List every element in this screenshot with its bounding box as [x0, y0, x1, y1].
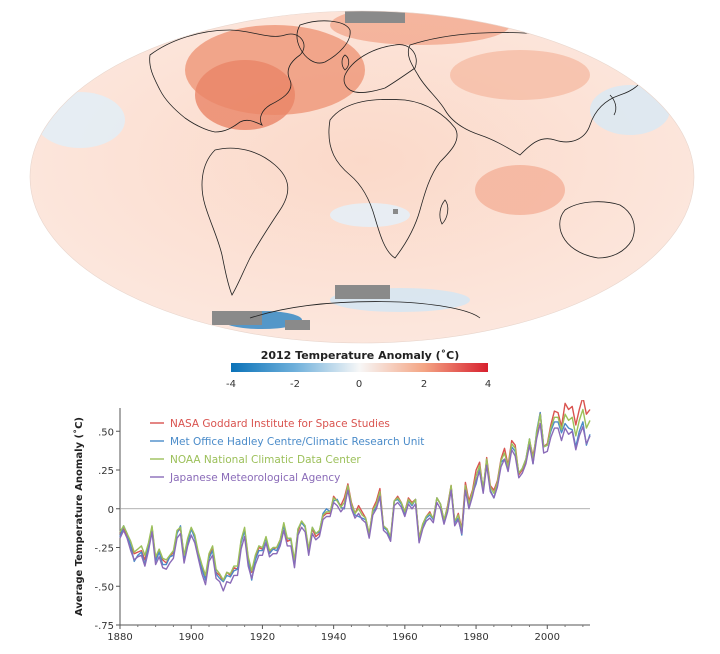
y-tick-label: .25 — [98, 466, 114, 477]
globe-outline — [29, 10, 695, 344]
x-tick-label: 2000 — [535, 632, 560, 643]
colorbar-gradient — [231, 363, 488, 372]
colorbar: 2012 Temperature Anomaly (˚C) -4 -2 0 2 … — [226, 349, 491, 390]
legend-label: Met Office Hadley Centre/Climatic Resear… — [170, 436, 424, 448]
legend-label: NASA Goddard Institute for Space Studies — [170, 418, 390, 430]
madagascar-outline — [439, 199, 449, 225]
nodata-antarctic-3 — [285, 320, 310, 330]
anomaly-cool-pacific — [590, 85, 670, 135]
anomaly-cool-south-atlantic — [330, 203, 410, 227]
colorbar-tick-label: -4 — [226, 379, 236, 390]
africa-outline — [328, 98, 458, 259]
legend-label: Japanese Meteorological Agency — [169, 472, 340, 484]
y-tick-label: -.25 — [94, 544, 114, 555]
nodata-north-pole — [345, 11, 405, 23]
series-line — [119, 422, 591, 592]
series-line — [119, 408, 591, 581]
x-tick-label: 1880 — [107, 632, 132, 643]
temperature-anomaly-map: 2012 Temperature Anomaly (˚C) -4 -2 0 2 … — [29, 10, 695, 390]
colorbar-tick-label: 2 — [421, 379, 427, 390]
europe-outline — [343, 44, 417, 94]
x-tick-label: 1940 — [321, 632, 346, 643]
anomaly-cool-east-pacific — [35, 92, 125, 148]
y-tick-label: 0 — [108, 505, 114, 516]
nodata-antarctic-2 — [212, 311, 262, 325]
nodata-antarctic-1 — [335, 285, 390, 299]
coastlines — [149, 20, 663, 319]
legend-label: NOAA National Climatic Data Center — [170, 454, 361, 466]
anomaly-warm-indian-ocean — [475, 165, 565, 215]
north-america-outline — [149, 29, 305, 133]
anomaly-warm-north-america — [195, 60, 295, 130]
y-tick-label: -.50 — [94, 582, 114, 593]
x-tick-label: 1960 — [392, 632, 417, 643]
colorbar-tick-label: -2 — [290, 379, 300, 390]
world-map: 2012 Temperature Anomaly (˚C) -4 -2 0 2 … — [29, 10, 695, 390]
japan-outline — [609, 94, 617, 116]
australia-outline — [559, 201, 635, 259]
greenland-outline — [296, 20, 351, 64]
nodata-atlantic-island — [393, 209, 398, 214]
anomaly-warm-asia — [450, 50, 590, 100]
colorbar-tick-label: 0 — [356, 379, 362, 390]
colorbar-tick-label: 4 — [485, 379, 491, 390]
y-tick-label: -.75 — [94, 621, 114, 632]
colorbar-title: 2012 Temperature Anomaly (˚C) — [261, 349, 460, 362]
y-axis-label: Average Temperature Anomaly (˚C) — [73, 417, 85, 616]
british-isles-outline — [341, 54, 350, 71]
south-america-outline — [201, 147, 289, 296]
new-zealand-outline — [655, 254, 663, 275]
antarctica-outline — [249, 301, 481, 319]
x-tick-label: 1900 — [178, 632, 203, 643]
x-tick-label: 1920 — [250, 632, 275, 643]
x-tick-label: 1980 — [463, 632, 488, 643]
y-tick-label: .50 — [98, 427, 114, 438]
temperature-anomaly-chart: .50 .25 0 -.25 -.50 -.75 1880 1900 1920 1940 1960 1… — [0, 396, 720, 650]
